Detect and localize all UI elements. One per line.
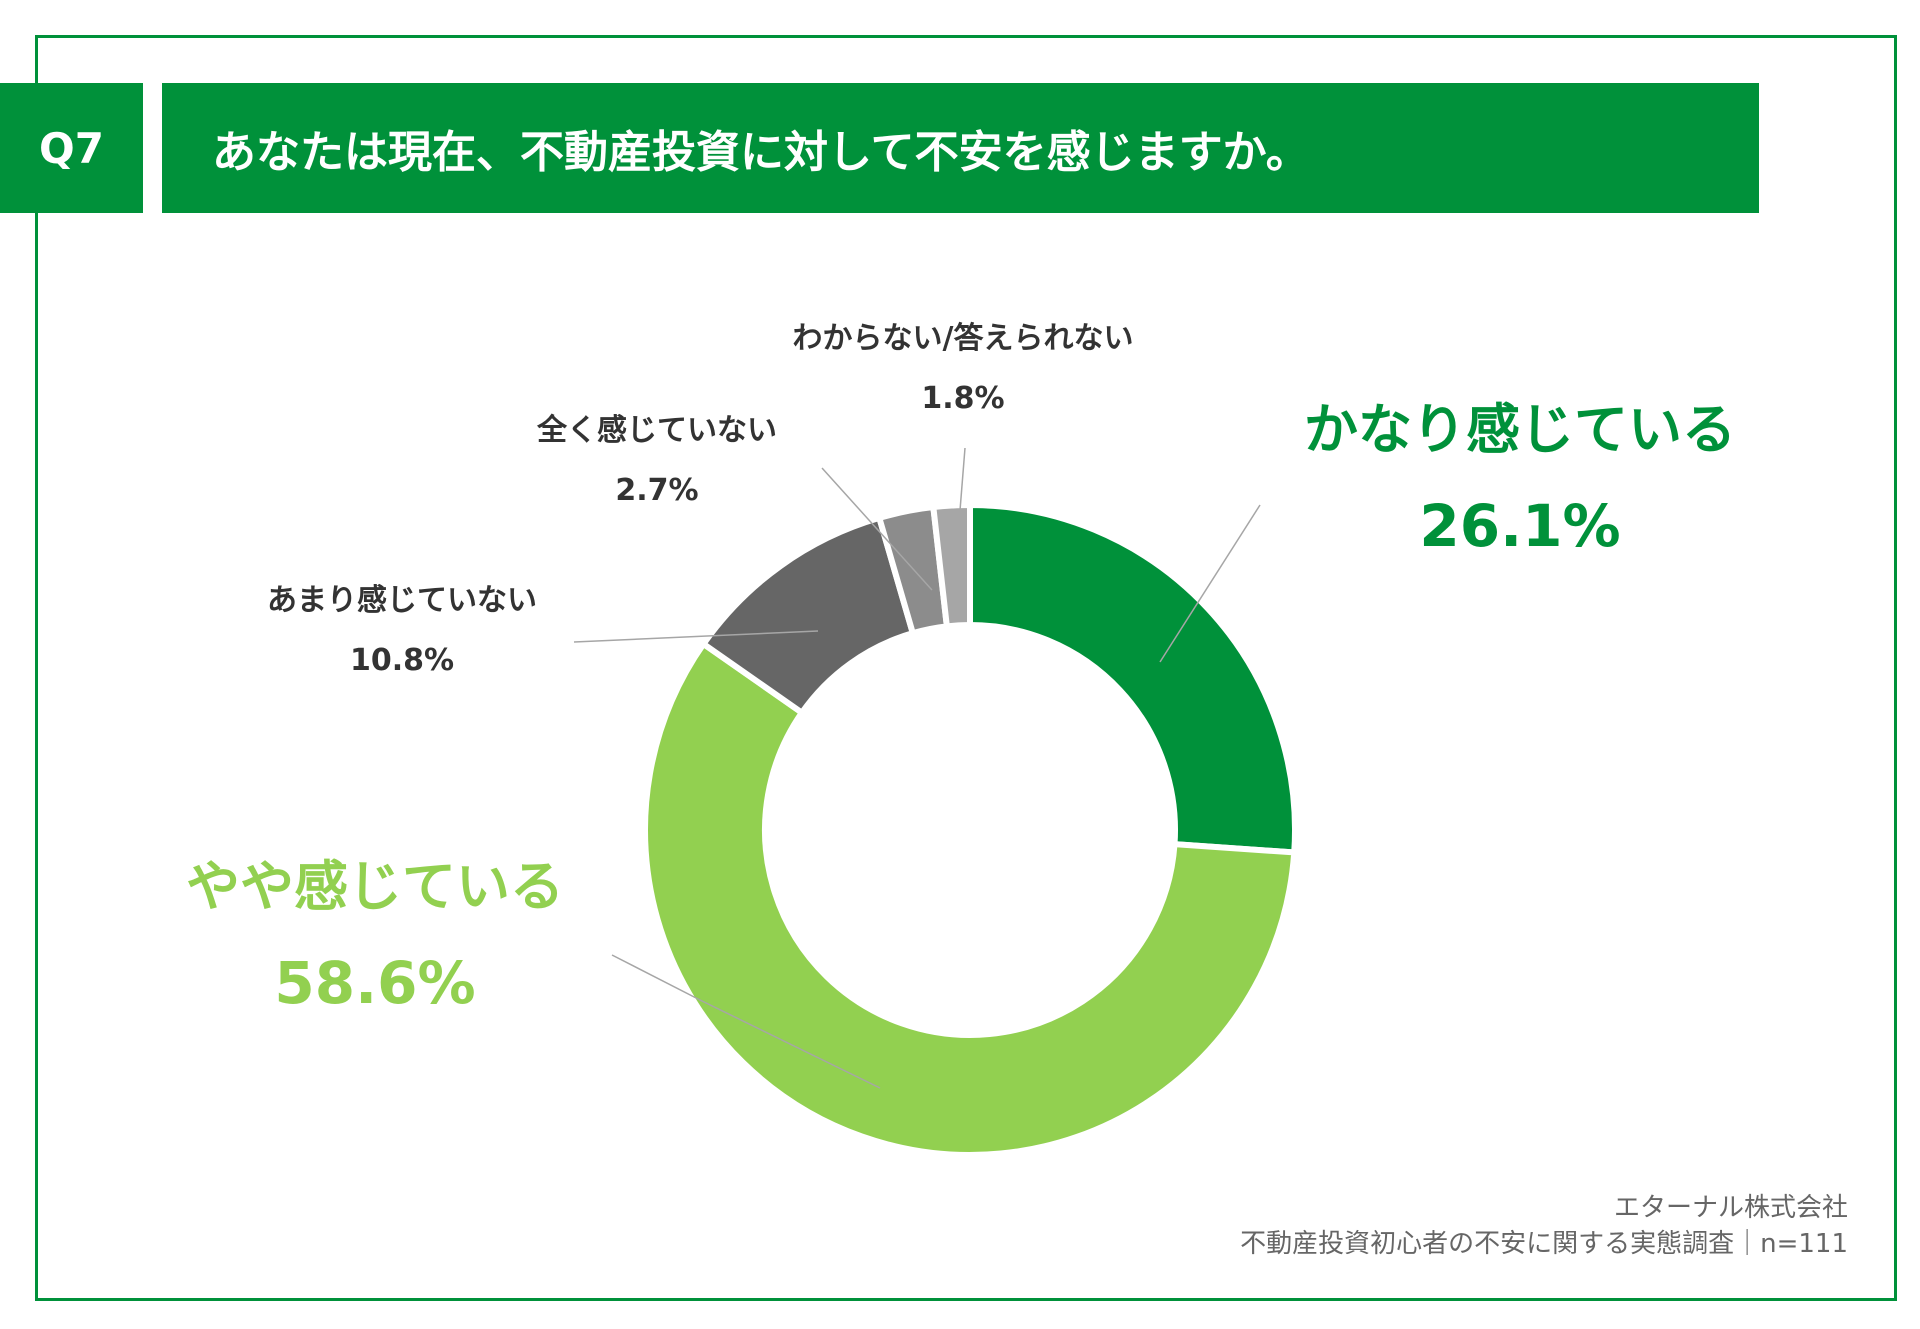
value-label-2: 58.6% <box>274 949 475 1017</box>
question-title-bar: あなたは現在、不動産投資に対して不安を感じますか。 <box>162 83 1759 213</box>
question-number-badge: Q7 <box>0 83 143 213</box>
donut-slice-5 <box>930 501 973 630</box>
question-number: Q7 <box>39 123 104 173</box>
leader-line-1 <box>1159 504 1261 663</box>
donut-slice-1 <box>967 501 1298 856</box>
category-label-5: わからない/答えられない <box>793 321 1134 356</box>
category-label-3: あまり感じていない <box>267 583 537 618</box>
footer-survey: 不動産投資初心者の不安に関する実態調査｜n=111 <box>1240 1229 1848 1259</box>
donut-slice-2 <box>642 639 1298 1158</box>
value-label-1: 26.1% <box>1419 492 1620 560</box>
leader-line-4 <box>821 467 933 591</box>
value-label-3: 10.8% <box>350 643 454 678</box>
category-label-1: かなり感じている <box>1304 398 1736 461</box>
leader-line-2 <box>611 954 881 1089</box>
question-text: あなたは現在、不動産投資に対して不安を感じますか。 <box>212 127 1310 178</box>
value-label-5: 1.8% <box>921 381 1004 416</box>
leader-line-3 <box>573 630 819 643</box>
footer: エターナル株式会社 不動産投資初心者の不安に関する実態調査｜n=111 <box>1240 1190 1848 1262</box>
chart-frame <box>35 35 1897 1301</box>
footer-company: エターナル株式会社 <box>1613 1193 1848 1223</box>
leader-line-5 <box>956 447 966 549</box>
category-label-4: 全く感じていない <box>536 413 777 448</box>
category-label-2: やや感じている <box>186 855 564 918</box>
value-label-4: 2.7% <box>615 473 698 508</box>
